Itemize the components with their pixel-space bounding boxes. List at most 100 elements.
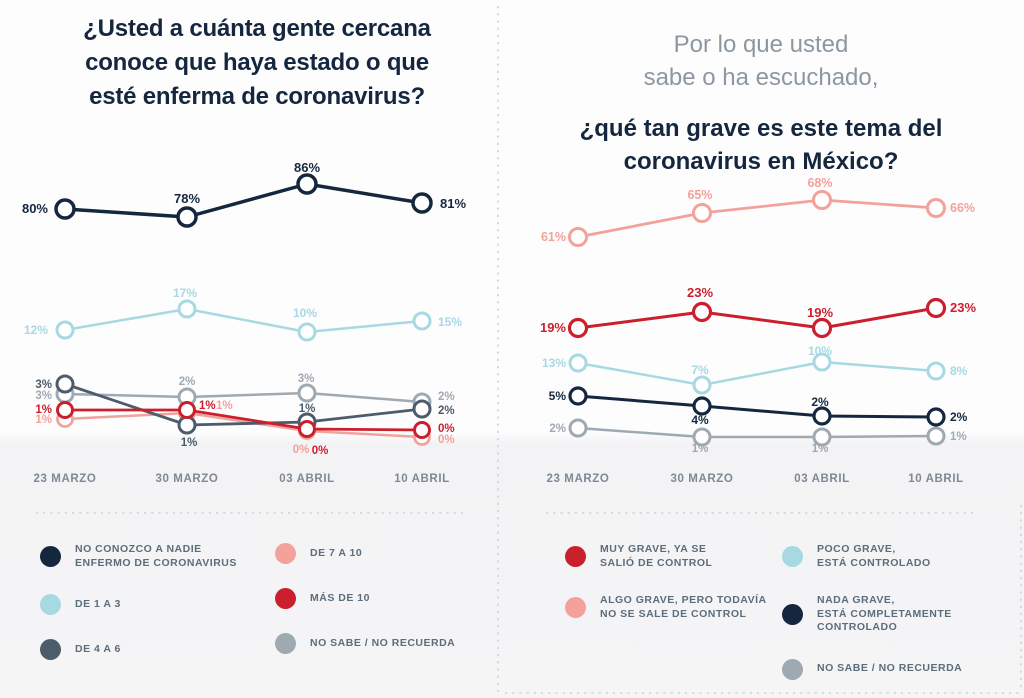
series-line bbox=[577, 306, 937, 330]
data-point-marker bbox=[296, 173, 318, 195]
series-line bbox=[64, 391, 423, 404]
data-point-marker bbox=[177, 299, 197, 319]
data-label: 13% bbox=[542, 356, 566, 370]
legend-item: NO CONOZCO A NADIE ENFERMO DE CORONAVIRU… bbox=[40, 543, 255, 570]
series-line bbox=[577, 426, 937, 439]
data-label: 23% bbox=[950, 300, 976, 315]
legend-label: ALGO GRAVE, PERO TODAVÍA NO SE SALE DE C… bbox=[600, 594, 767, 620]
legend-color-dot bbox=[275, 543, 296, 564]
data-point-marker bbox=[692, 203, 712, 223]
series-2: 3% 1% 1% 2% bbox=[35, 374, 455, 449]
data-label: 10% bbox=[293, 306, 317, 320]
data-label: 66% bbox=[950, 201, 975, 215]
left-legend-column-2: DE 7 A 10 MÁS DE 10 NO SABE / NO RECUERDA bbox=[275, 543, 475, 654]
series-line bbox=[64, 382, 423, 427]
data-point-marker bbox=[54, 198, 76, 220]
data-label: 2% bbox=[438, 391, 455, 403]
x-axis-label: 10 ABRIL bbox=[908, 473, 964, 485]
data-label: 5% bbox=[549, 389, 567, 403]
legend-color-dot bbox=[275, 588, 296, 609]
x-axis-label: 03 ABRIL bbox=[279, 473, 335, 485]
series-line bbox=[577, 360, 937, 387]
data-point-marker bbox=[691, 301, 713, 323]
x-axis-label: 23 MARZO bbox=[547, 473, 610, 485]
data-label: 19% bbox=[540, 320, 566, 335]
legend-label: DE 1 A 3 bbox=[75, 597, 121, 610]
data-point-marker bbox=[812, 406, 832, 426]
series-4: 2% 1% 1% 1% bbox=[549, 418, 967, 455]
data-label: 1% bbox=[692, 443, 709, 455]
legend-item: DE 1 A 3 bbox=[40, 594, 255, 615]
legend-color-dot bbox=[782, 603, 803, 625]
data-label: 81% bbox=[440, 196, 466, 211]
series-0: 80% 78% 86% 81% bbox=[22, 160, 466, 228]
data-label: 65% bbox=[687, 188, 712, 202]
series-5: 3% 2% 3% 2% bbox=[35, 373, 455, 412]
data-point-marker bbox=[812, 427, 832, 447]
right-legend-column-1: MUY GRAVE, YA SE SALIÓ DE CONTROL ALGO GR… bbox=[565, 543, 770, 621]
legend-label: NO SABE / NO RECUERDA bbox=[817, 662, 963, 675]
data-point-marker bbox=[177, 415, 197, 435]
data-label: 80% bbox=[22, 201, 48, 216]
data-label: 8% bbox=[950, 364, 968, 378]
data-label: 78% bbox=[174, 191, 200, 206]
right-line-chart: 2% 1% 1% 1% 5% 4% 2% 2% 13% 7% 10% 8% 61% 65% 68% 66% 19… bbox=[540, 176, 976, 485]
legend-label: NO CONOZCO A NADIE ENFERMO DE CORONAVIRU… bbox=[75, 543, 237, 569]
data-label: 1% bbox=[299, 403, 316, 415]
series-line bbox=[65, 408, 423, 432]
data-point-marker bbox=[176, 206, 198, 228]
right-chart-subtitle: Por lo que usted sabe o ha escuchado, bbox=[643, 31, 879, 91]
data-label: 61% bbox=[541, 230, 566, 244]
data-label: 1% bbox=[950, 431, 967, 443]
data-point-marker bbox=[926, 361, 946, 381]
data-label: 12% bbox=[24, 323, 48, 337]
series-4: 1% 1%0%0% bbox=[35, 400, 454, 457]
legend-color-dot bbox=[565, 546, 586, 567]
legend-item: NO SABE / NO RECUERDA bbox=[275, 633, 475, 654]
legend-item: POCO GRAVE, ESTÁ CONTROLADO bbox=[782, 543, 987, 570]
legend-color-dot bbox=[40, 594, 61, 615]
legend-label: NADA GRAVE, ESTÁ COMPLETAMENTE CONTROLAD… bbox=[817, 594, 952, 633]
data-label: 17% bbox=[173, 286, 197, 300]
left-legend-column-1: NO CONOZCO A NADIE ENFERMO DE CORONAVIRU… bbox=[40, 543, 255, 660]
legend-item: ALGO GRAVE, PERO TODAVÍA NO SE SALE DE C… bbox=[565, 594, 770, 621]
data-point-marker bbox=[178, 401, 196, 419]
data-point-marker bbox=[297, 322, 317, 342]
series-3: 5% 4% 2% 2% bbox=[549, 386, 968, 427]
data-label: 2% bbox=[549, 423, 566, 435]
data-point-marker bbox=[926, 407, 946, 427]
legend-color-dot bbox=[565, 597, 586, 618]
series-2: 13% 7% 10% 8% bbox=[542, 344, 968, 395]
data-label: 2% bbox=[811, 395, 829, 409]
data-point-marker bbox=[568, 418, 588, 438]
data-point-marker bbox=[56, 401, 74, 419]
legend-color-dot bbox=[40, 639, 61, 660]
data-label: 86% bbox=[294, 160, 320, 175]
data-label: 4% bbox=[691, 413, 709, 427]
legend-label: MÁS DE 10 bbox=[310, 591, 370, 604]
data-point-marker bbox=[926, 198, 946, 218]
legend-color-dot bbox=[40, 546, 61, 567]
legend-label: POCO GRAVE, ESTÁ CONTROLADO bbox=[817, 543, 931, 569]
legend-label: DE 7 A 10 bbox=[310, 546, 363, 559]
legend-item: DE 7 A 10 bbox=[275, 543, 475, 564]
legend-label: NO SABE / NO RECUERDA bbox=[310, 636, 456, 649]
data-point-marker bbox=[692, 375, 712, 395]
series-line bbox=[577, 394, 937, 419]
data-label: 0% bbox=[312, 445, 329, 457]
data-point-marker bbox=[812, 352, 832, 372]
data-point-marker bbox=[411, 192, 433, 214]
data-point-marker bbox=[925, 297, 947, 319]
data-label: 2% bbox=[438, 405, 455, 417]
series-line bbox=[64, 411, 423, 439]
legend-item: NADA GRAVE, ESTÁ COMPLETAMENTE CONTROLAD… bbox=[782, 594, 987, 635]
data-point-marker bbox=[297, 383, 317, 403]
data-label: 1% bbox=[199, 400, 216, 412]
series-line bbox=[64, 182, 423, 219]
data-point-marker bbox=[298, 420, 316, 438]
data-label: 3% bbox=[35, 379, 52, 391]
data-label: 1% bbox=[35, 414, 52, 426]
legend-color-dot bbox=[782, 658, 803, 680]
data-label: 1% bbox=[181, 437, 198, 449]
